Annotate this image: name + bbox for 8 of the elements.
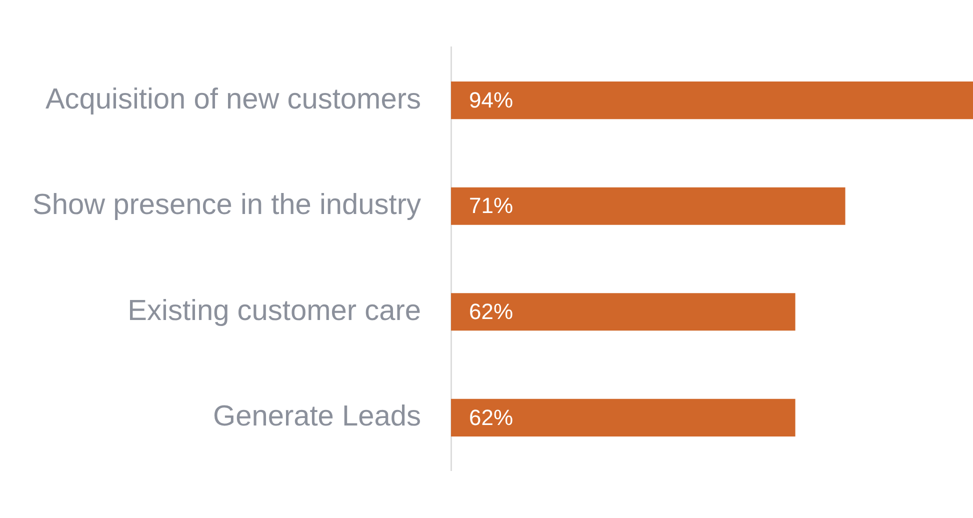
data-label: 71% — [469, 193, 514, 218]
y-tick-label: Existing customer care — [128, 294, 421, 327]
data-label: 62% — [469, 404, 514, 430]
data-label: 94% — [469, 87, 514, 112]
y-tick-label: Show presence in the industry — [32, 189, 422, 222]
y-tick-label: Acquisition of new customers — [45, 83, 421, 116]
y-tick-label: Generate Leads — [213, 400, 421, 433]
data-label: 62% — [469, 298, 514, 324]
